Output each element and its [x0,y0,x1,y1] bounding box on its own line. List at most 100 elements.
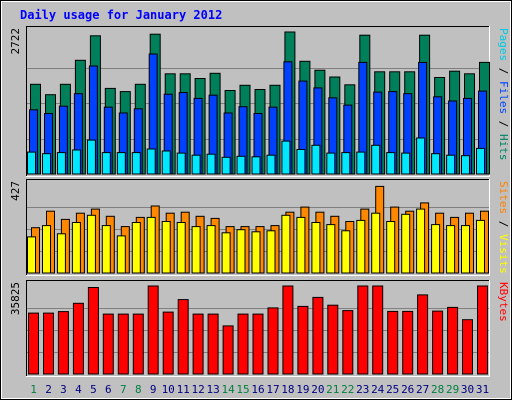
x-tick-day-22: 22 [341,383,354,396]
bar-kbytes-day-12 [192,313,204,375]
bar-pages-day-6 [101,152,111,175]
bar-sites-day-27 [416,208,426,274]
x-tick-day-23: 23 [356,383,369,396]
series-pages [27,137,485,175]
bar-pages-day-21 [326,152,336,175]
x-tick-day-2: 2 [45,383,52,396]
x-tick-day-26: 26 [401,383,414,396]
x-tick-day-10: 10 [162,383,175,396]
x-tick-day-3: 3 [60,383,67,396]
bar-pages-day-18 [281,140,291,175]
bar-sites-day-19 [296,216,306,274]
bar-kbytes-day-15 [237,313,249,375]
bar-pages-day-25 [386,152,396,175]
bar-sites-day-20 [311,222,321,274]
x-tick-day-9: 9 [150,383,157,396]
bar-sites-day-28 [431,224,441,274]
bar-sites-day-22 [341,230,351,274]
bar-kbytes-day-27 [417,294,429,375]
panel-mid-legend-label: Sites / Visits [497,181,510,274]
bar-pages-day-11 [176,152,186,175]
bar-sites-day-9 [146,216,156,274]
bar-sites-day-25 [386,221,396,274]
x-tick-day-17: 17 [266,383,279,396]
panel-mid-legend-part-1: Sites [497,181,510,214]
bar-pages-day-20 [311,144,321,175]
bar-sites-day-26 [401,213,411,274]
bar-sites-day-7 [116,235,126,274]
panel-mid: 427 Sites / Visits [9,179,510,276]
bar-pages-day-9 [146,148,156,175]
bar-pages-day-3 [56,152,66,175]
bar-sites-day-17 [266,230,276,274]
panel-mid-legend-part-3: Visits [497,234,510,274]
x-tick-day-4: 4 [75,383,82,396]
bar-kbytes-day-31 [477,285,488,375]
bar-sites-day-2 [42,225,51,274]
bar-pages-day-22 [341,152,351,175]
bar-pages-day-16 [251,156,261,175]
bar-pages-day-17 [266,154,276,175]
bar-pages-day-23 [356,151,366,175]
x-tick-day-5: 5 [90,383,97,396]
bar-kbytes-day-9 [147,285,159,375]
bar-pages-day-5 [86,139,96,175]
bar-pages-day-19 [296,149,306,175]
bar-sites-day-11 [176,222,186,274]
panel-bot: 35825 KBytes [9,280,510,377]
x-tick-day-6: 6 [105,383,112,396]
bar-pages-day-1 [27,151,36,175]
panel-top-legend-part-4: / [497,114,510,134]
bar-sites-day-8 [131,222,141,274]
bar-kbytes-day-10 [162,311,174,375]
bar-pages-day-30 [461,155,470,175]
bar-pages-day-8 [131,152,141,175]
panel-bot-legend-label: KBytes [497,282,510,322]
panel-mid-legend-part-2: / [497,214,510,234]
bar-sites-day-29 [446,225,456,274]
bar-kbytes-day-19 [297,305,309,375]
series-kbytes [28,285,488,375]
bar-kbytes-day-4 [72,302,84,375]
bar-pages-day-13 [206,153,216,175]
bar-sites-day-12 [191,226,201,274]
bar-kbytes-day-29 [447,306,459,375]
bar-pages-day-10 [161,150,171,175]
bar-kbytes-day-18 [282,285,294,375]
bar-kbytes-day-13 [207,313,219,375]
x-tick-day-7: 7 [120,383,127,396]
bar-sites-day-3 [56,233,66,274]
x-tick-day-28: 28 [431,383,444,396]
panel-top-legend-part-1: Pages [497,28,510,61]
x-tick-day-19: 19 [296,383,309,396]
bar-kbytes-day-24 [372,285,384,375]
bar-kbytes-day-21 [327,304,339,375]
bar-sites-day-18 [281,214,291,274]
bar-sites-day-10 [161,221,171,274]
x-tick-day-20: 20 [311,383,324,396]
bar-kbytes-day-5 [87,287,99,375]
bar-kbytes-day-25 [387,310,399,375]
bar-kbytes-day-8 [132,313,144,375]
bar-kbytes-day-20 [312,296,324,375]
bar-pages-day-12 [191,154,201,175]
bar-sites-day-6 [101,225,111,274]
bar-sites-day-1 [27,236,36,274]
bar-sites-day-13 [206,225,216,274]
bar-kbytes-day-1 [28,312,39,375]
x-tick-day-11: 11 [177,383,190,396]
bar-pages-day-14 [221,156,231,175]
bar-sites-day-4 [71,222,81,274]
bar-sites-day-15 [236,229,246,274]
x-tick-day-15: 15 [236,383,249,396]
x-tick-day-8: 8 [135,383,142,396]
bar-sites-day-24 [371,212,381,274]
bar-pages-day-15 [236,155,246,175]
panel-top-max-label: 2722 [9,28,22,55]
bar-kbytes-day-17 [267,307,279,375]
x-tick-day-14: 14 [221,383,235,396]
bar-kbytes-day-16 [252,313,264,375]
bar-sites-day-23 [356,219,366,274]
